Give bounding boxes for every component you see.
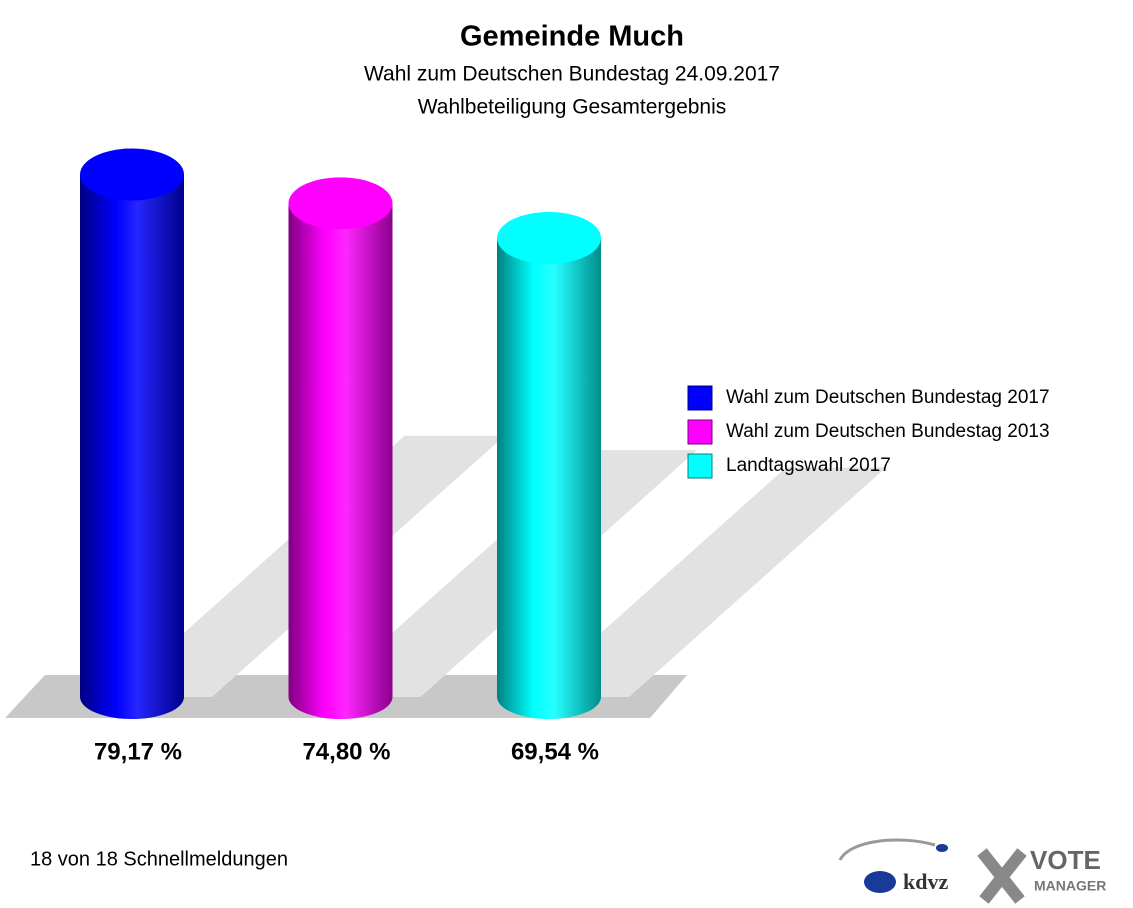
value-label: 69,54 % [511,738,599,765]
legend-label: Landtagswahl 2017 [726,455,891,476]
chart-subtitle: Wahl zum Deutschen Bundestag 24.09.2017 [364,63,780,86]
value-label: 74,80 % [302,738,390,765]
logo: kdvz VOTE MANAGER [838,838,1106,904]
logo-swoosh [838,838,936,861]
bar [497,238,601,719]
logo-text: kdvz [903,869,948,894]
legend-label: Wahl zum Deutschen Bundestag 2017 [726,387,1050,408]
bar-shadow [529,467,887,697]
value-label: 79,17 % [94,738,182,765]
bar-top [80,148,184,201]
logo-dot [864,871,896,893]
legend-swatch [687,419,713,445]
bar-top [288,177,393,230]
chart-title: Gemeinde Much [460,21,684,53]
legend-swatch [687,453,713,479]
logo-text: MANAGER [1034,878,1106,894]
bar [288,203,393,720]
logo-cross [977,848,1027,904]
logo-text: VOTE [1030,845,1101,875]
logo-dot [936,844,948,852]
footnote: 18 von 18 Schnellmeldungen [30,848,288,870]
chart-subtitle: Wahlbeteiligung Gesamtergebnis [418,96,727,119]
legend-swatch [687,385,713,411]
bar-top [497,212,601,265]
bar [80,174,184,719]
legend-label: Wahl zum Deutschen Bundestag 2013 [726,421,1050,442]
